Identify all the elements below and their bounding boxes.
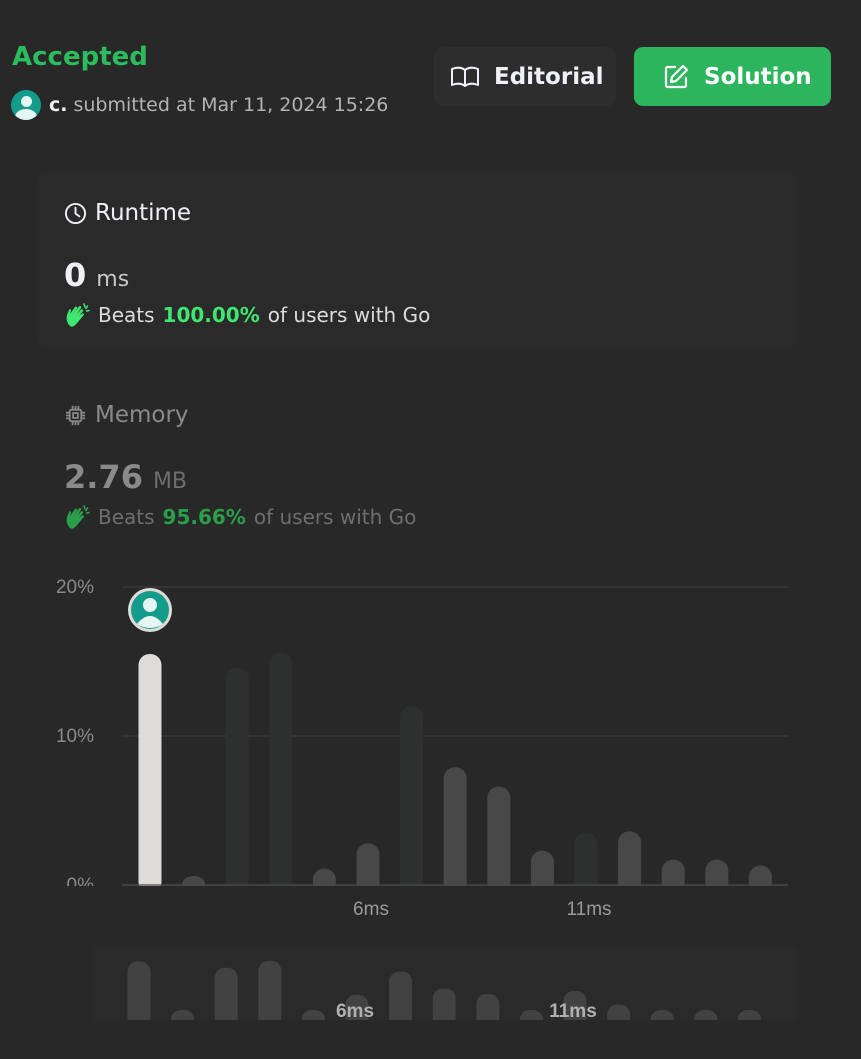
runtime-title: Runtime [64, 200, 191, 226]
runtime-value: 0 ms [64, 256, 130, 294]
overview-bar [389, 971, 413, 1020]
overview-bar [127, 961, 151, 1020]
bar[interactable] [618, 831, 642, 893]
overview-tick-label: 6ms [336, 1001, 374, 1020]
runtime-beats-percent: 100.00% [162, 303, 260, 327]
distribution-chart[interactable]: 20%10%0%6ms 11ms [0, 560, 861, 920]
overview-bar [432, 988, 456, 1020]
edit-icon [664, 64, 689, 88]
runtime-beats: Beats 100.00% of users with Go [64, 302, 430, 328]
overview-chart[interactable]: 6ms 11ms [0, 930, 861, 1020]
bar[interactable] [443, 767, 467, 893]
solution-button[interactable]: Solution [634, 47, 831, 106]
overview-bar [650, 1010, 674, 1020]
runtime-card[interactable] [37, 172, 797, 348]
clock-icon [64, 202, 87, 224]
overview-tick-label: 11ms [549, 1001, 597, 1020]
y-tick-label: 20% [56, 577, 94, 598]
bar[interactable] [225, 667, 249, 893]
memory-title: Memory [64, 402, 189, 428]
chip-icon [65, 405, 86, 425]
y-tick-label: 10% [56, 726, 94, 747]
submitted-time: submitted at Mar 11, 2024 15:26 [73, 94, 389, 116]
editorial-button[interactable]: Editorial [434, 47, 616, 106]
bar[interactable] [487, 786, 511, 893]
bar[interactable] [269, 652, 293, 893]
memory-beats-percent: 95.66% [162, 505, 246, 529]
memory-beats: Beats 95.66% of users with Go [64, 504, 416, 530]
x-tick-label: 6ms [353, 899, 389, 920]
overview-bar [737, 1010, 761, 1020]
overview-bar [607, 1004, 631, 1020]
submission-info: c. submitted at Mar 11, 2024 15:26 [11, 90, 388, 120]
user-avatar-marker [128, 588, 172, 632]
overview-bar [301, 1010, 325, 1020]
solution-label: Solution [704, 63, 812, 90]
overview-bar [345, 994, 369, 1020]
overview-bar [258, 960, 282, 1020]
editorial-label: Editorial [494, 63, 604, 90]
status-label: Accepted [12, 42, 148, 72]
memory-value: 2.76 MB [64, 458, 188, 496]
clap-icon [66, 505, 90, 529]
overview-bar [519, 1010, 543, 1020]
user-name[interactable]: c. [49, 94, 68, 116]
bar[interactable] [574, 832, 598, 893]
x-tick-label: 11ms [566, 899, 611, 920]
user-avatar[interactable] [11, 90, 41, 120]
overview-bar [214, 967, 238, 1020]
book-icon [451, 66, 479, 87]
overview-bar [476, 994, 500, 1020]
overview-bar [694, 1010, 718, 1020]
bar[interactable] [530, 850, 554, 893]
bar[interactable] [356, 843, 380, 893]
bar[interactable] [400, 706, 424, 893]
highlighted-bar[interactable] [138, 654, 162, 893]
overview-bar [171, 1010, 195, 1020]
clap-icon [66, 303, 90, 327]
overview-bar [563, 990, 587, 1020]
